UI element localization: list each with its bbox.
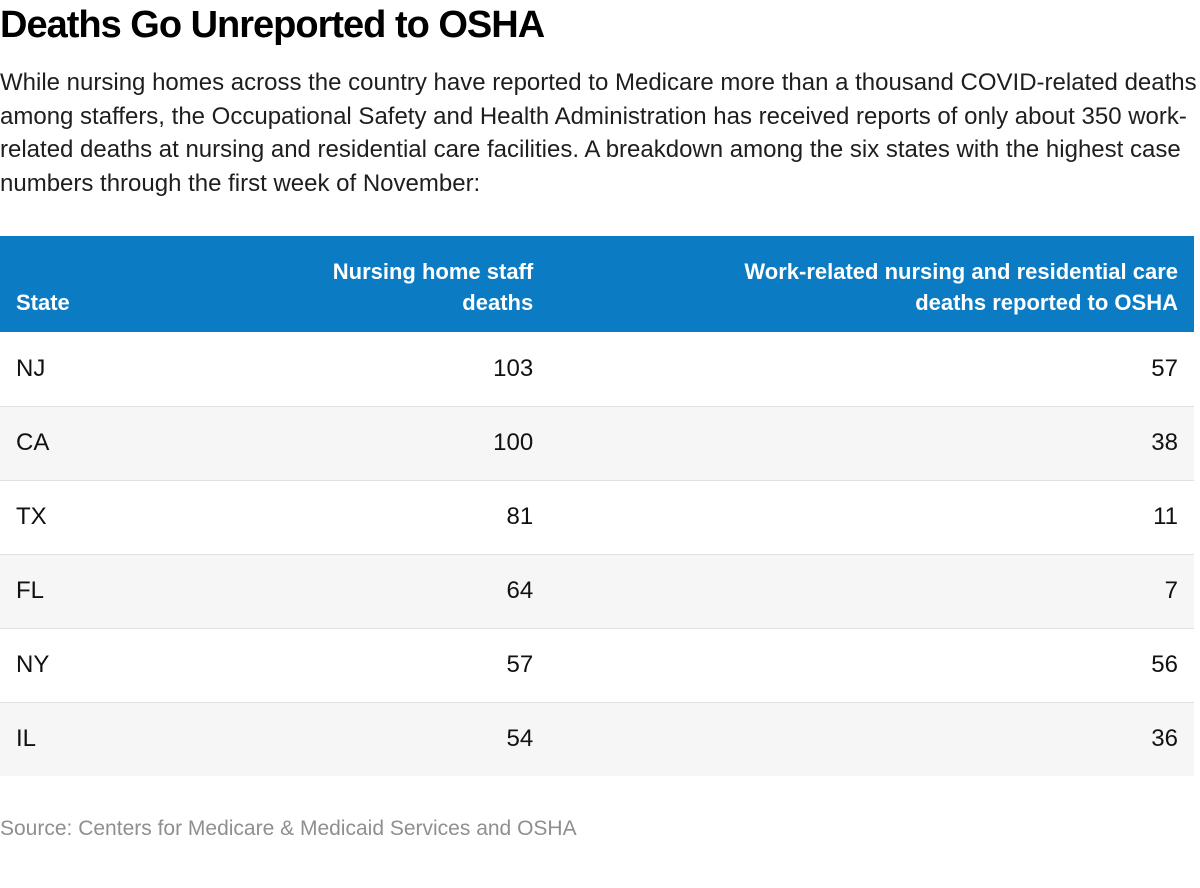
cell-osha-deaths: 11: [549, 479, 1194, 554]
table-body: NJ 103 57 CA 100 38 TX 81 11 FL 64 7 NY 57 56 IL 54 36: [0, 332, 1194, 776]
cell-osha-deaths: 38: [549, 405, 1194, 480]
cell-osha-deaths: 7: [549, 553, 1194, 628]
cell-staff-deaths: 57: [214, 627, 550, 702]
table-row: TX 81 11: [0, 479, 1194, 554]
table-header-row: State Nursing home staff deaths Work-rel…: [0, 236, 1194, 332]
cell-staff-deaths: 100: [214, 405, 550, 480]
cell-staff-deaths: 64: [214, 553, 550, 628]
cell-state: TX: [0, 479, 215, 554]
table-row: NY 57 56: [0, 627, 1194, 702]
table-row: IL 54 36: [0, 701, 1194, 776]
data-table: State Nursing home staff deaths Work-rel…: [0, 236, 1194, 776]
cell-staff-deaths: 103: [214, 332, 550, 406]
cell-state: IL: [0, 701, 215, 776]
cell-state: NY: [0, 627, 215, 702]
column-header-state: State: [0, 236, 215, 332]
source-note: Source: Centers for Medicare & Medicaid …: [0, 817, 577, 840]
table-row: CA 100 38: [0, 405, 1194, 480]
chart-description: While nursing homes across the country h…: [0, 69, 1197, 197]
chart-title: Deaths Go Unreported to OSHA: [0, 4, 545, 46]
cell-osha-deaths: 56: [549, 627, 1194, 702]
cell-osha-deaths: 57: [549, 332, 1194, 406]
cell-state: FL: [0, 553, 215, 628]
table-header: State Nursing home staff deaths Work-rel…: [0, 236, 1194, 332]
table-row: NJ 103 57: [0, 332, 1194, 406]
cell-state: CA: [0, 405, 215, 480]
column-header-osha-deaths: Work-related nursing and residential car…: [549, 236, 1194, 332]
cell-staff-deaths: 54: [214, 701, 550, 776]
cell-osha-deaths: 36: [549, 701, 1194, 776]
cell-state: NJ: [0, 332, 215, 406]
table-row: FL 64 7: [0, 553, 1194, 628]
cell-staff-deaths: 81: [214, 479, 550, 554]
column-header-staff-deaths: Nursing home staff deaths: [214, 236, 550, 332]
